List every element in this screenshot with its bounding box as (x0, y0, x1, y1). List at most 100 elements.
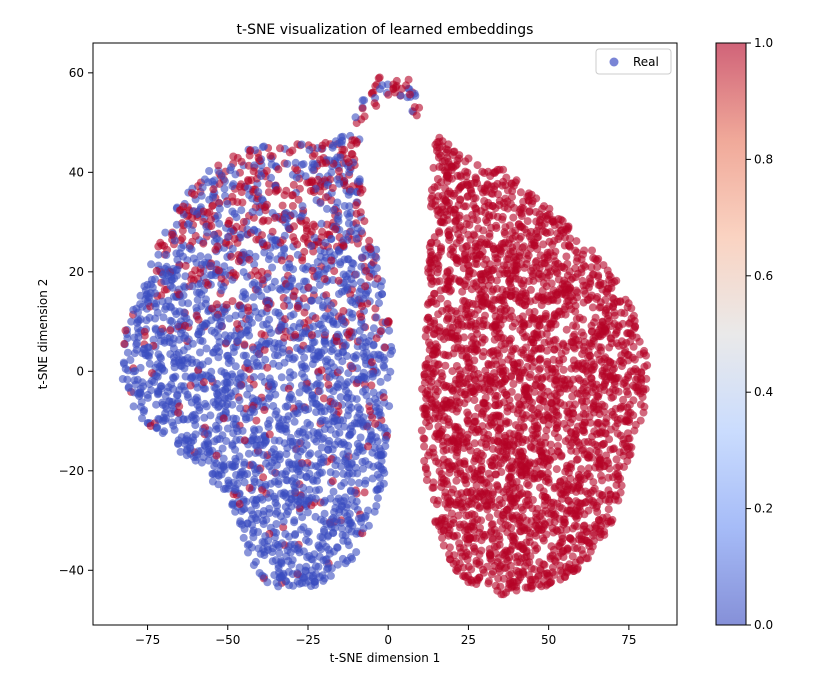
point-value-0 (202, 300, 210, 308)
point-value-1 (479, 226, 487, 234)
point-value-1 (597, 530, 605, 538)
point-value-1 (500, 575, 508, 583)
point-value-0 (142, 286, 150, 294)
point-value-0 (270, 571, 278, 579)
point-value-0 (268, 467, 276, 475)
point-value-0 (137, 403, 145, 411)
point-value-1 (580, 287, 588, 295)
point-value-0 (212, 384, 220, 392)
point-value-0 (337, 519, 345, 527)
point-value-1 (258, 275, 266, 283)
point-value-1 (438, 534, 446, 542)
point-value-0 (159, 313, 167, 321)
point-value-0 (193, 384, 201, 392)
point-value-1 (266, 430, 274, 438)
point-value-1 (615, 462, 623, 470)
point-value-1 (575, 474, 583, 482)
point-value-0 (177, 329, 185, 337)
point-value-0 (304, 405, 312, 413)
point-value-0 (130, 376, 138, 384)
point-value-0 (339, 348, 347, 356)
point-value-1 (330, 267, 338, 275)
point-value-1 (493, 258, 501, 266)
point-value-1 (557, 539, 565, 547)
point-value-0 (345, 525, 353, 533)
point-value-1 (593, 421, 601, 429)
point-value-0 (316, 373, 324, 381)
point-value-0 (180, 308, 188, 316)
point-value-1 (437, 218, 445, 226)
point-value-1 (329, 184, 337, 192)
point-value-0 (236, 473, 244, 481)
point-value-1 (435, 227, 443, 235)
point-value-0 (263, 578, 271, 586)
point-value-0 (155, 350, 163, 358)
point-value-1 (547, 542, 555, 550)
point-value-1 (240, 218, 248, 226)
point-value-1 (587, 405, 595, 413)
point-value-0 (327, 468, 335, 476)
point-value-0 (348, 555, 356, 563)
point-value-1 (331, 225, 339, 233)
point-value-1 (359, 104, 367, 112)
point-value-0 (253, 396, 261, 404)
point-value-1 (513, 265, 521, 273)
point-value-0 (352, 452, 360, 460)
point-value-1 (440, 335, 448, 343)
point-value-1 (520, 524, 528, 532)
point-value-1 (181, 322, 189, 330)
point-value-0 (197, 280, 205, 288)
point-value-1 (499, 213, 507, 221)
point-value-1 (413, 111, 421, 119)
point-value-1 (264, 304, 272, 312)
point-value-1 (346, 327, 354, 335)
point-value-1 (244, 177, 252, 185)
point-value-0 (362, 343, 370, 351)
point-value-0 (260, 520, 268, 528)
point-value-0 (173, 256, 181, 264)
point-value-1 (535, 345, 543, 353)
point-value-0 (130, 402, 138, 410)
point-value-0 (323, 265, 331, 273)
point-value-1 (209, 185, 217, 193)
point-value-1 (630, 427, 638, 435)
point-value-1 (294, 304, 302, 312)
point-value-0 (271, 495, 279, 503)
point-value-0 (192, 304, 200, 312)
point-value-0 (313, 272, 321, 280)
point-value-0 (361, 457, 369, 465)
point-value-1 (573, 294, 581, 302)
point-value-0 (263, 320, 271, 328)
point-value-0 (348, 310, 356, 318)
point-value-0 (296, 319, 304, 327)
point-value-0 (232, 312, 240, 320)
point-value-1 (531, 576, 539, 584)
point-value-1 (456, 223, 464, 231)
point-value-1 (584, 554, 592, 562)
point-value-0 (159, 271, 167, 279)
point-value-0 (220, 455, 228, 463)
point-value-1 (541, 228, 549, 236)
point-value-0 (355, 420, 363, 428)
point-value-0 (248, 521, 256, 529)
point-value-1 (642, 385, 650, 393)
point-value-1 (288, 147, 296, 155)
point-value-0 (203, 345, 211, 353)
point-value-0 (299, 445, 307, 453)
point-value-1 (213, 300, 221, 308)
point-value-1 (502, 391, 510, 399)
point-value-0 (359, 96, 367, 104)
point-value-1 (492, 320, 500, 328)
point-value-0 (309, 572, 317, 580)
point-value-0 (126, 356, 134, 364)
point-value-0 (257, 172, 265, 180)
point-value-1 (333, 337, 341, 345)
point-value-1 (439, 442, 447, 450)
point-value-1 (630, 343, 638, 351)
point-value-1 (494, 190, 502, 198)
point-value-0 (168, 317, 176, 325)
point-value-0 (380, 362, 388, 370)
point-value-1 (511, 319, 519, 327)
point-value-1 (478, 411, 486, 419)
point-value-1 (376, 74, 384, 82)
